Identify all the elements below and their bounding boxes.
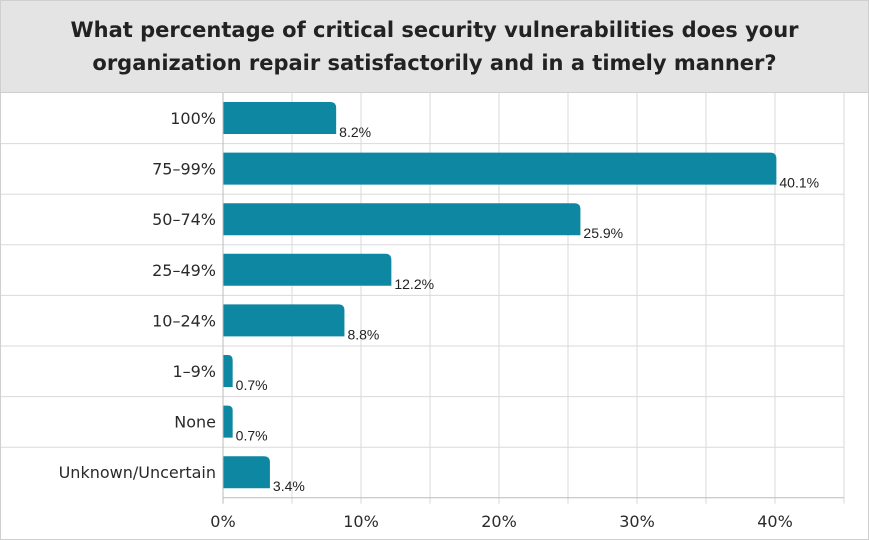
value-label: 12.2% [394,276,434,292]
value-label: 0.7% [236,428,268,444]
x-tick-label: 30% [619,512,655,531]
value-label: 0.7% [236,377,268,393]
category-label: 25–49% [152,261,216,280]
x-tick-label: 0% [210,512,235,531]
bar-6 [223,405,233,438]
bar-3 [223,253,392,286]
x-tick-label: 40% [757,512,793,531]
x-tick-label: 10% [343,512,379,531]
bar-4 [223,304,345,337]
bar-7 [223,456,270,489]
category-label: 1–9% [172,362,216,381]
value-label: 25.9% [583,225,623,241]
category-label: 75–99% [152,160,216,179]
value-label: 8.8% [347,326,379,342]
chart-header: What percentage of critical security vul… [1,1,868,93]
bar-5 [223,355,233,387]
category-label: None [174,413,216,432]
x-tick-label: 20% [481,512,517,531]
bar-2 [223,203,581,236]
bar-0 [223,102,337,134]
bar-1 [223,152,777,185]
value-label: 3.4% [273,478,305,494]
category-label: 10–24% [152,311,216,330]
category-label: Unknown/Uncertain [59,463,216,482]
category-label: 100% [170,109,216,128]
category-label: 50–74% [152,210,216,229]
value-label: 40.1% [779,175,819,191]
chart-title: What percentage of critical security vul… [70,17,799,75]
value-label: 8.2% [339,124,371,140]
bar-chart: 100% 8.2% 75–99% 40.1% 50–74% 25.9% 25–49% 12.2… [1,93,845,531]
